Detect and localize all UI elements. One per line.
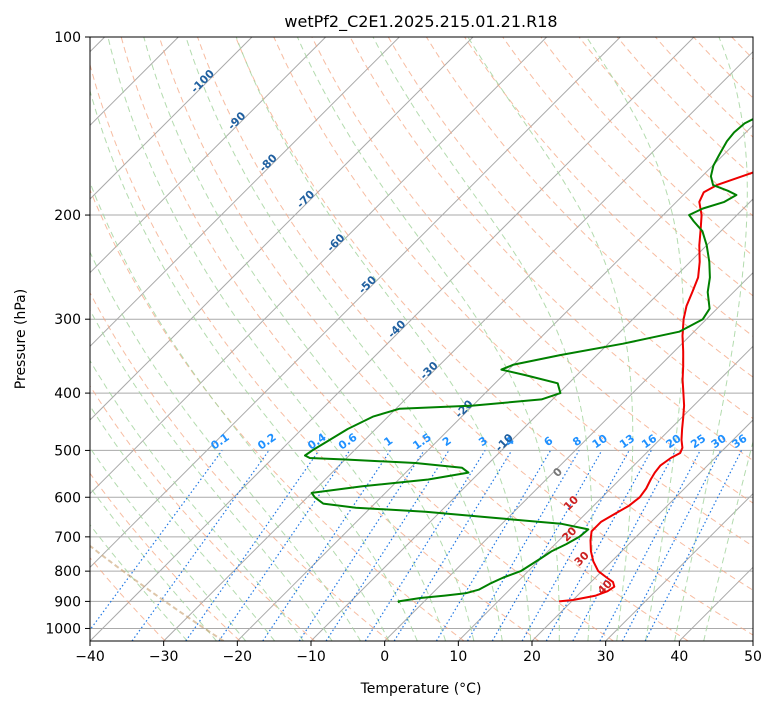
dry-adiabat-line xyxy=(273,37,753,547)
dry-adiabat-line xyxy=(502,37,753,297)
moist-adiabat-line xyxy=(90,405,276,641)
pressure-gridlines xyxy=(90,37,753,629)
y-tick-label: 1000 xyxy=(45,621,81,637)
y-tick-label: 600 xyxy=(54,490,81,506)
chart-title: wetPf2_C2E1.2025.215.01.21.R18 xyxy=(284,12,557,32)
dry-adiabat-line xyxy=(90,62,540,641)
mixing-ratio-line xyxy=(572,450,677,641)
dry-adiabat-line xyxy=(90,188,465,641)
isotherm-line xyxy=(384,271,753,641)
isotherm-line xyxy=(90,37,621,569)
dry-adiabat-line xyxy=(158,37,689,641)
dry-adiabat-line xyxy=(90,384,316,641)
plot-frame xyxy=(89,36,754,642)
moist-adiabat-line xyxy=(90,89,418,641)
x-tick-label: 10 xyxy=(449,649,467,665)
dry-adiabat-line xyxy=(387,37,753,420)
y-tick-label: 100 xyxy=(54,30,81,46)
y-tick-label: 300 xyxy=(54,312,81,328)
x-tick-label: −10 xyxy=(296,649,326,665)
isotherm-line xyxy=(90,37,253,200)
moist-adiabat-line xyxy=(372,37,593,641)
y-tick-label: 500 xyxy=(54,443,81,459)
x-axis: −40 −30 −20 −10 0 10 20 30 40 50 xyxy=(75,641,762,665)
mixing-ratio-line xyxy=(218,450,351,641)
moist-adiabat-line xyxy=(296,37,560,641)
y-axis: 100 200 300 400 500 600 700 800 900 1000 xyxy=(45,30,90,637)
mixing-ratio-line xyxy=(325,450,450,641)
moist-adiabat-line xyxy=(90,523,188,641)
freezing-level-line xyxy=(90,544,225,641)
dry-adiabat-line xyxy=(464,37,753,337)
isotherm-line xyxy=(310,198,753,641)
mixing-ratio-line xyxy=(364,450,486,641)
isotherm-line xyxy=(531,419,753,641)
dry-adiabat-line xyxy=(425,37,753,378)
y-tick-label: 800 xyxy=(54,564,81,580)
x-tick-label: −30 xyxy=(149,649,179,665)
isotherm-line xyxy=(457,345,753,641)
x-tick-label: −20 xyxy=(223,649,253,665)
x-tick-label: 0 xyxy=(380,649,389,665)
moist-adiabat-lines xyxy=(90,37,753,641)
x-tick-label: 40 xyxy=(670,649,688,665)
mixing-ratio-line xyxy=(435,450,552,641)
y-tick-label: 200 xyxy=(54,208,81,224)
moist-adiabat-line xyxy=(235,37,532,641)
freezing-level-curve xyxy=(90,544,225,641)
dry-adiabat-line xyxy=(120,37,614,641)
moist-adiabat-line xyxy=(90,181,390,641)
moist-adiabat-line xyxy=(90,486,217,641)
dry-adiabat-line xyxy=(90,472,241,641)
moist-adiabat-line xyxy=(143,37,475,641)
x-tick-label: −40 xyxy=(75,649,105,665)
x-axis-title: Temperature (°C) xyxy=(360,681,482,697)
sounding-profiles xyxy=(304,117,753,604)
mixing-ratio-line xyxy=(466,450,580,641)
mixing-ratio-line xyxy=(90,450,223,631)
moist-adiabat-line xyxy=(185,37,503,641)
dry-adiabat-line xyxy=(197,37,753,636)
mixing-ratio-line xyxy=(545,450,652,641)
dry-adiabat-lines xyxy=(90,37,753,641)
mixing-ratio-lines xyxy=(90,450,743,641)
dry-adiabat-line xyxy=(349,37,753,462)
isotherm-line xyxy=(90,37,400,348)
x-tick-label: 20 xyxy=(523,649,541,665)
dry-adiabat-line xyxy=(311,37,753,504)
mixing-ratio-line xyxy=(521,450,630,641)
isotherm-line xyxy=(90,37,548,495)
y-axis-title: Pressure (hPa) xyxy=(13,289,29,389)
isotherm-line xyxy=(90,37,327,274)
moist-adiabat-line xyxy=(90,251,362,641)
moist-adiabat-line xyxy=(586,37,684,641)
isotherm-line xyxy=(236,124,753,641)
isotherm-line xyxy=(163,50,753,641)
dry-adiabat-line xyxy=(90,291,390,641)
mixing-ratio-line xyxy=(393,450,513,641)
moist-adiabat-line xyxy=(703,439,753,641)
plot-area: 0.1 0.2 0.4 0.6 1 1.5 2 3 4 6 8 10 13 16 20 25 30 36-100-… xyxy=(90,37,753,641)
x-tick-label: 50 xyxy=(744,649,762,665)
mixing-ratio-line xyxy=(185,450,320,641)
y-tick-label: 400 xyxy=(54,386,81,402)
moist-adiabat-line xyxy=(674,37,748,641)
moist-adiabat-line xyxy=(90,309,333,641)
y-tick-label: 700 xyxy=(54,530,81,546)
x-tick-label: 30 xyxy=(597,649,615,665)
moist-adiabat-line xyxy=(90,359,304,641)
mixing-ratio-line xyxy=(131,450,270,641)
dry-adiabat-line xyxy=(235,37,753,591)
dewpoint-profile-line xyxy=(304,117,753,604)
moist-adiabat-line xyxy=(90,447,247,641)
temperature-profile-line xyxy=(558,171,753,603)
mixing-ratio-line xyxy=(491,450,603,641)
isotherm-line xyxy=(605,492,753,641)
y-tick-label: 900 xyxy=(54,594,81,610)
